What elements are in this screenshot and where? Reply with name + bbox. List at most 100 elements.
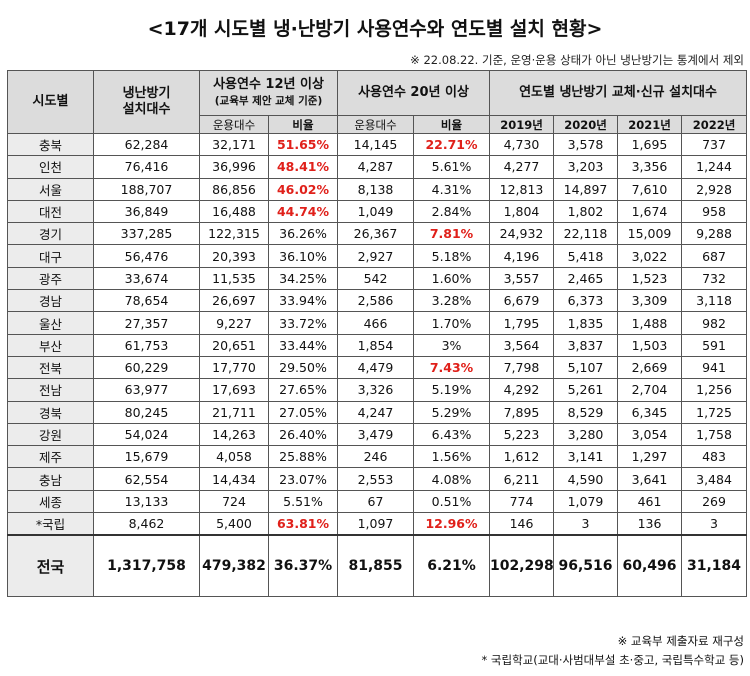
- cell-2019: 4,730: [489, 132, 554, 157]
- cell-2020: 3,203: [553, 155, 618, 179]
- cell-count20: 2,586: [337, 289, 414, 313]
- table-row: 울산 27,357 9,227 33.72% 466 1.70% 1,795 1,835 1,4…: [7, 311, 748, 335]
- cell-count12: 4,058: [199, 445, 269, 469]
- table-body: 충북 62,284 32,171 51.65% 14,145 22.71% 4,730 3,5…: [7, 132, 748, 598]
- cell-ratio20: 1.56%: [413, 445, 490, 469]
- cell-2019: 146: [489, 512, 554, 536]
- cell-2020: 3,280: [553, 422, 618, 447]
- cell-2021: 1,503: [617, 333, 682, 357]
- cell-installed: 188,707: [93, 177, 200, 201]
- header-2022: 2022년: [680, 115, 748, 134]
- header-2020: 2020년: [553, 115, 618, 134]
- total-count12: 479,382: [199, 534, 269, 598]
- cell-ratio20: 6.43%: [413, 422, 490, 447]
- table-row: 대구 56,476 20,393 36.10% 2,927 5.18% 4,196 5,418…: [7, 244, 748, 268]
- cell-ratio20: 3%: [413, 333, 490, 357]
- cell-region: 경북: [7, 400, 94, 424]
- cell-region: 대전: [7, 199, 94, 224]
- total-row: 전국 1,317,758 479,382 36.37% 81,855 6.21%…: [7, 534, 748, 598]
- cell-2021: 1,695: [617, 132, 682, 157]
- cell-2020: 1,835: [553, 311, 618, 335]
- cell-ratio20: 5.29%: [413, 400, 490, 424]
- cell-count20: 14,145: [337, 132, 414, 157]
- cell-2021: 6,345: [617, 400, 682, 424]
- cell-2021: 1,523: [617, 266, 682, 291]
- cell-ratio12: 29.50%: [268, 355, 338, 380]
- cell-ratio20: 22.71%: [413, 132, 490, 157]
- cell-ratio12: 33.72%: [268, 311, 338, 335]
- cell-installed: 60,229: [93, 355, 200, 380]
- stats-table: 시도별 냉난방기 설치대수 사용연수 12년 이상 (교육부 제안 교체 기준)…: [7, 70, 748, 598]
- page-title: <17개 시도별 냉·난방기 사용연수와 연도별 설치 현황>: [147, 18, 603, 40]
- cell-region: 울산: [7, 311, 94, 335]
- cell-2022: 982: [680, 311, 748, 335]
- cell-2020: 2,465: [553, 266, 618, 291]
- cell-2019: 7,895: [489, 400, 554, 424]
- cell-installed: 54,024: [93, 422, 200, 447]
- cell-region: 대구: [7, 244, 94, 268]
- cell-count12: 5,400: [199, 512, 269, 536]
- cell-2019: 24,932: [489, 222, 554, 246]
- cell-2020: 22,118: [553, 222, 618, 246]
- cell-count20: 1,049: [337, 199, 414, 224]
- header-installed-line1: 냉난방기: [122, 86, 171, 101]
- cell-installed: 337,285: [93, 222, 200, 246]
- cell-count12: 724: [199, 489, 269, 514]
- header-installed: 냉난방기 설치대수: [93, 70, 200, 134]
- cell-2021: 2,669: [617, 355, 682, 380]
- cell-count20: 4,287: [337, 155, 414, 179]
- cell-count20: 4,247: [337, 400, 414, 424]
- cell-2022: 269: [680, 489, 748, 514]
- total-2022: 31,184: [680, 534, 748, 598]
- total-installed: 1,317,758: [93, 534, 200, 598]
- header-count12: 운용대수: [199, 115, 269, 134]
- cell-installed: 33,674: [93, 266, 200, 291]
- cell-2019: 1,612: [489, 445, 554, 469]
- cell-count12: 14,434: [199, 467, 269, 491]
- cell-count12: 26,697: [199, 289, 269, 313]
- cell-ratio12: 25.88%: [268, 445, 338, 469]
- cell-count12: 20,393: [199, 244, 269, 268]
- header-ratio20: 비율: [413, 115, 490, 134]
- cell-2020: 3,578: [553, 132, 618, 157]
- cell-installed: 76,416: [93, 155, 200, 179]
- cell-2020: 4,590: [553, 467, 618, 491]
- header-use20: 사용연수 20년 이상: [337, 70, 490, 116]
- cell-2021: 2,704: [617, 378, 682, 402]
- table-row: 충북 62,284 32,171 51.65% 14,145 22.71% 4,730 3,5…: [7, 132, 748, 157]
- cell-count12: 86,856: [199, 177, 269, 201]
- cell-ratio12: 5.51%: [268, 489, 338, 514]
- cell-2022: 3,118: [680, 289, 748, 313]
- cell-2020: 3,141: [553, 445, 618, 469]
- cell-2022: 1,725: [680, 400, 748, 424]
- cell-2022: 591: [680, 333, 748, 357]
- cell-ratio20: 3.28%: [413, 289, 490, 313]
- cell-region: 세종: [7, 489, 94, 514]
- cell-installed: 62,554: [93, 467, 200, 491]
- cell-count20: 2,927: [337, 244, 414, 268]
- header-ratio12: 비율: [268, 115, 338, 134]
- header-use12-line1: 사용연수 12년 이상: [213, 77, 324, 92]
- cell-2020: 1,802: [553, 199, 618, 224]
- cell-ratio20: 4.31%: [413, 177, 490, 201]
- cell-region: 인천: [7, 155, 94, 179]
- cell-installed: 80,245: [93, 400, 200, 424]
- cell-count20: 542: [337, 266, 414, 291]
- table-row: 전남 63,977 17,693 27.65% 3,326 5.19% 4,292 5,261…: [7, 378, 748, 402]
- cell-2022: 3,484: [680, 467, 748, 491]
- cell-region: 경기: [7, 222, 94, 246]
- cell-2020: 8,529: [553, 400, 618, 424]
- table-row: 광주 33,674 11,535 34.25% 542 1.60% 3,557 2,465 1,…: [7, 266, 748, 291]
- cell-count20: 1,854: [337, 333, 414, 357]
- cell-ratio12: 44.74%: [268, 199, 338, 224]
- header-use12: 사용연수 12년 이상 (교육부 제안 교체 기준): [199, 70, 338, 116]
- cell-2019: 3,557: [489, 266, 554, 291]
- cell-2022: 687: [680, 244, 748, 268]
- cell-2019: 5,223: [489, 422, 554, 447]
- cell-2019: 7,798: [489, 355, 554, 380]
- cell-ratio12: 23.07%: [268, 467, 338, 491]
- cell-count12: 21,711: [199, 400, 269, 424]
- table-row: *국립 8,462 5,400 63.81% 1,097 12.96% 146 3 136 3: [7, 512, 748, 536]
- cell-count12: 9,227: [199, 311, 269, 335]
- cell-2020: 5,418: [553, 244, 618, 268]
